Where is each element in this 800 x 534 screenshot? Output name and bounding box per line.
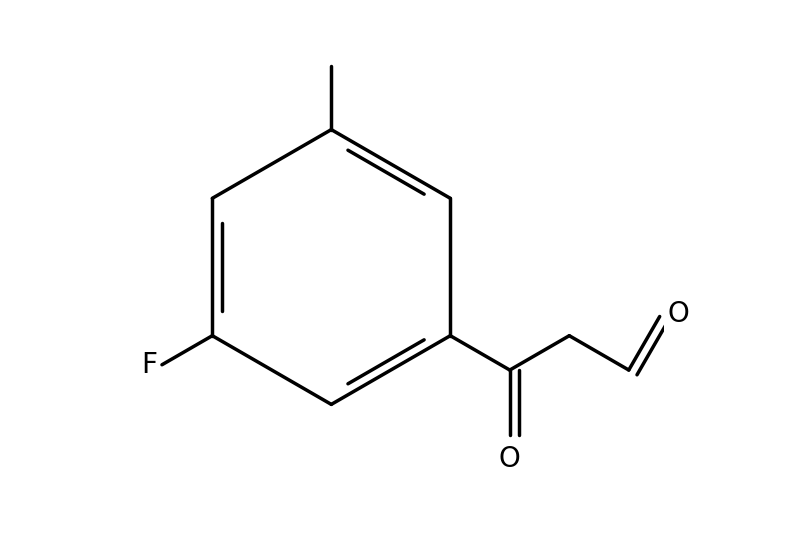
Text: O: O [668, 300, 690, 328]
Text: O: O [499, 445, 521, 473]
Text: F: F [142, 351, 158, 379]
